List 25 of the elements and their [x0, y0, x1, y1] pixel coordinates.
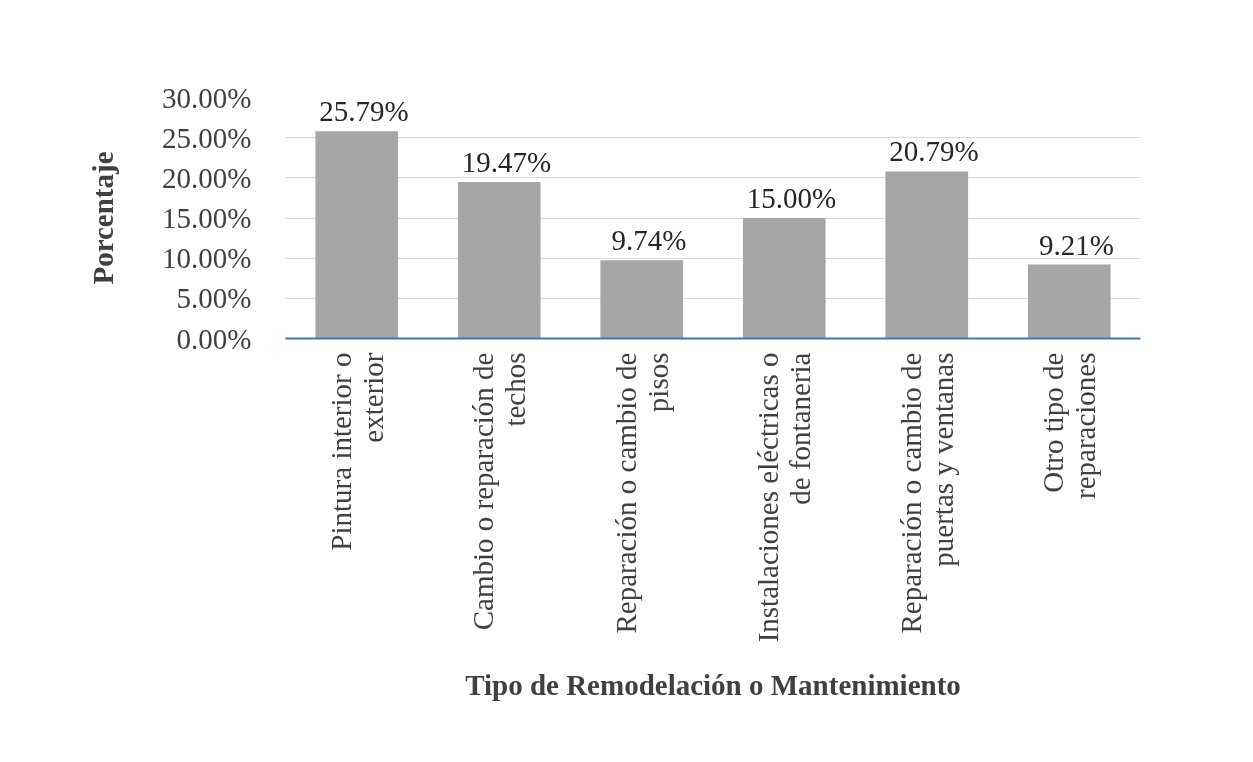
- data-label: 9.21%: [1038, 228, 1114, 261]
- data-label: 20.79%: [889, 135, 979, 168]
- y-tick-label: 30.00%: [162, 81, 252, 114]
- bar: [315, 131, 399, 339]
- x-tick-label: Reparación o cambio de pisos: [609, 352, 674, 634]
- y-tick-label: 0.00%: [176, 322, 252, 355]
- x-tick-label: Pintura interior o exterior: [324, 352, 389, 551]
- x-axis-title: Tipo de Remodelación o Mantenimiento: [465, 669, 961, 702]
- data-label: 15.00%: [746, 182, 837, 214]
- y-axis-title: Porcentaje: [87, 151, 120, 285]
- bar: [1027, 264, 1111, 339]
- bar: [457, 182, 541, 339]
- x-tick-label: Cambio o reparación de techos: [467, 352, 532, 631]
- y-tick-label: 15.00%: [162, 202, 252, 234]
- x-tick-label: Reparación o cambio de puertas y ventanas: [894, 352, 959, 634]
- data-label: 25.79%: [319, 95, 409, 128]
- data-label: 9.74%: [611, 224, 687, 257]
- bar: [600, 260, 684, 339]
- bar: [885, 171, 969, 339]
- y-tick-label: 10.00%: [162, 242, 252, 275]
- y-tick-label: 20.00%: [162, 161, 252, 194]
- bar: [742, 218, 826, 339]
- y-tick-label: 5.00%: [176, 282, 252, 315]
- data-label: 19.47%: [461, 146, 552, 179]
- y-tick-label: 25.00%: [162, 121, 252, 154]
